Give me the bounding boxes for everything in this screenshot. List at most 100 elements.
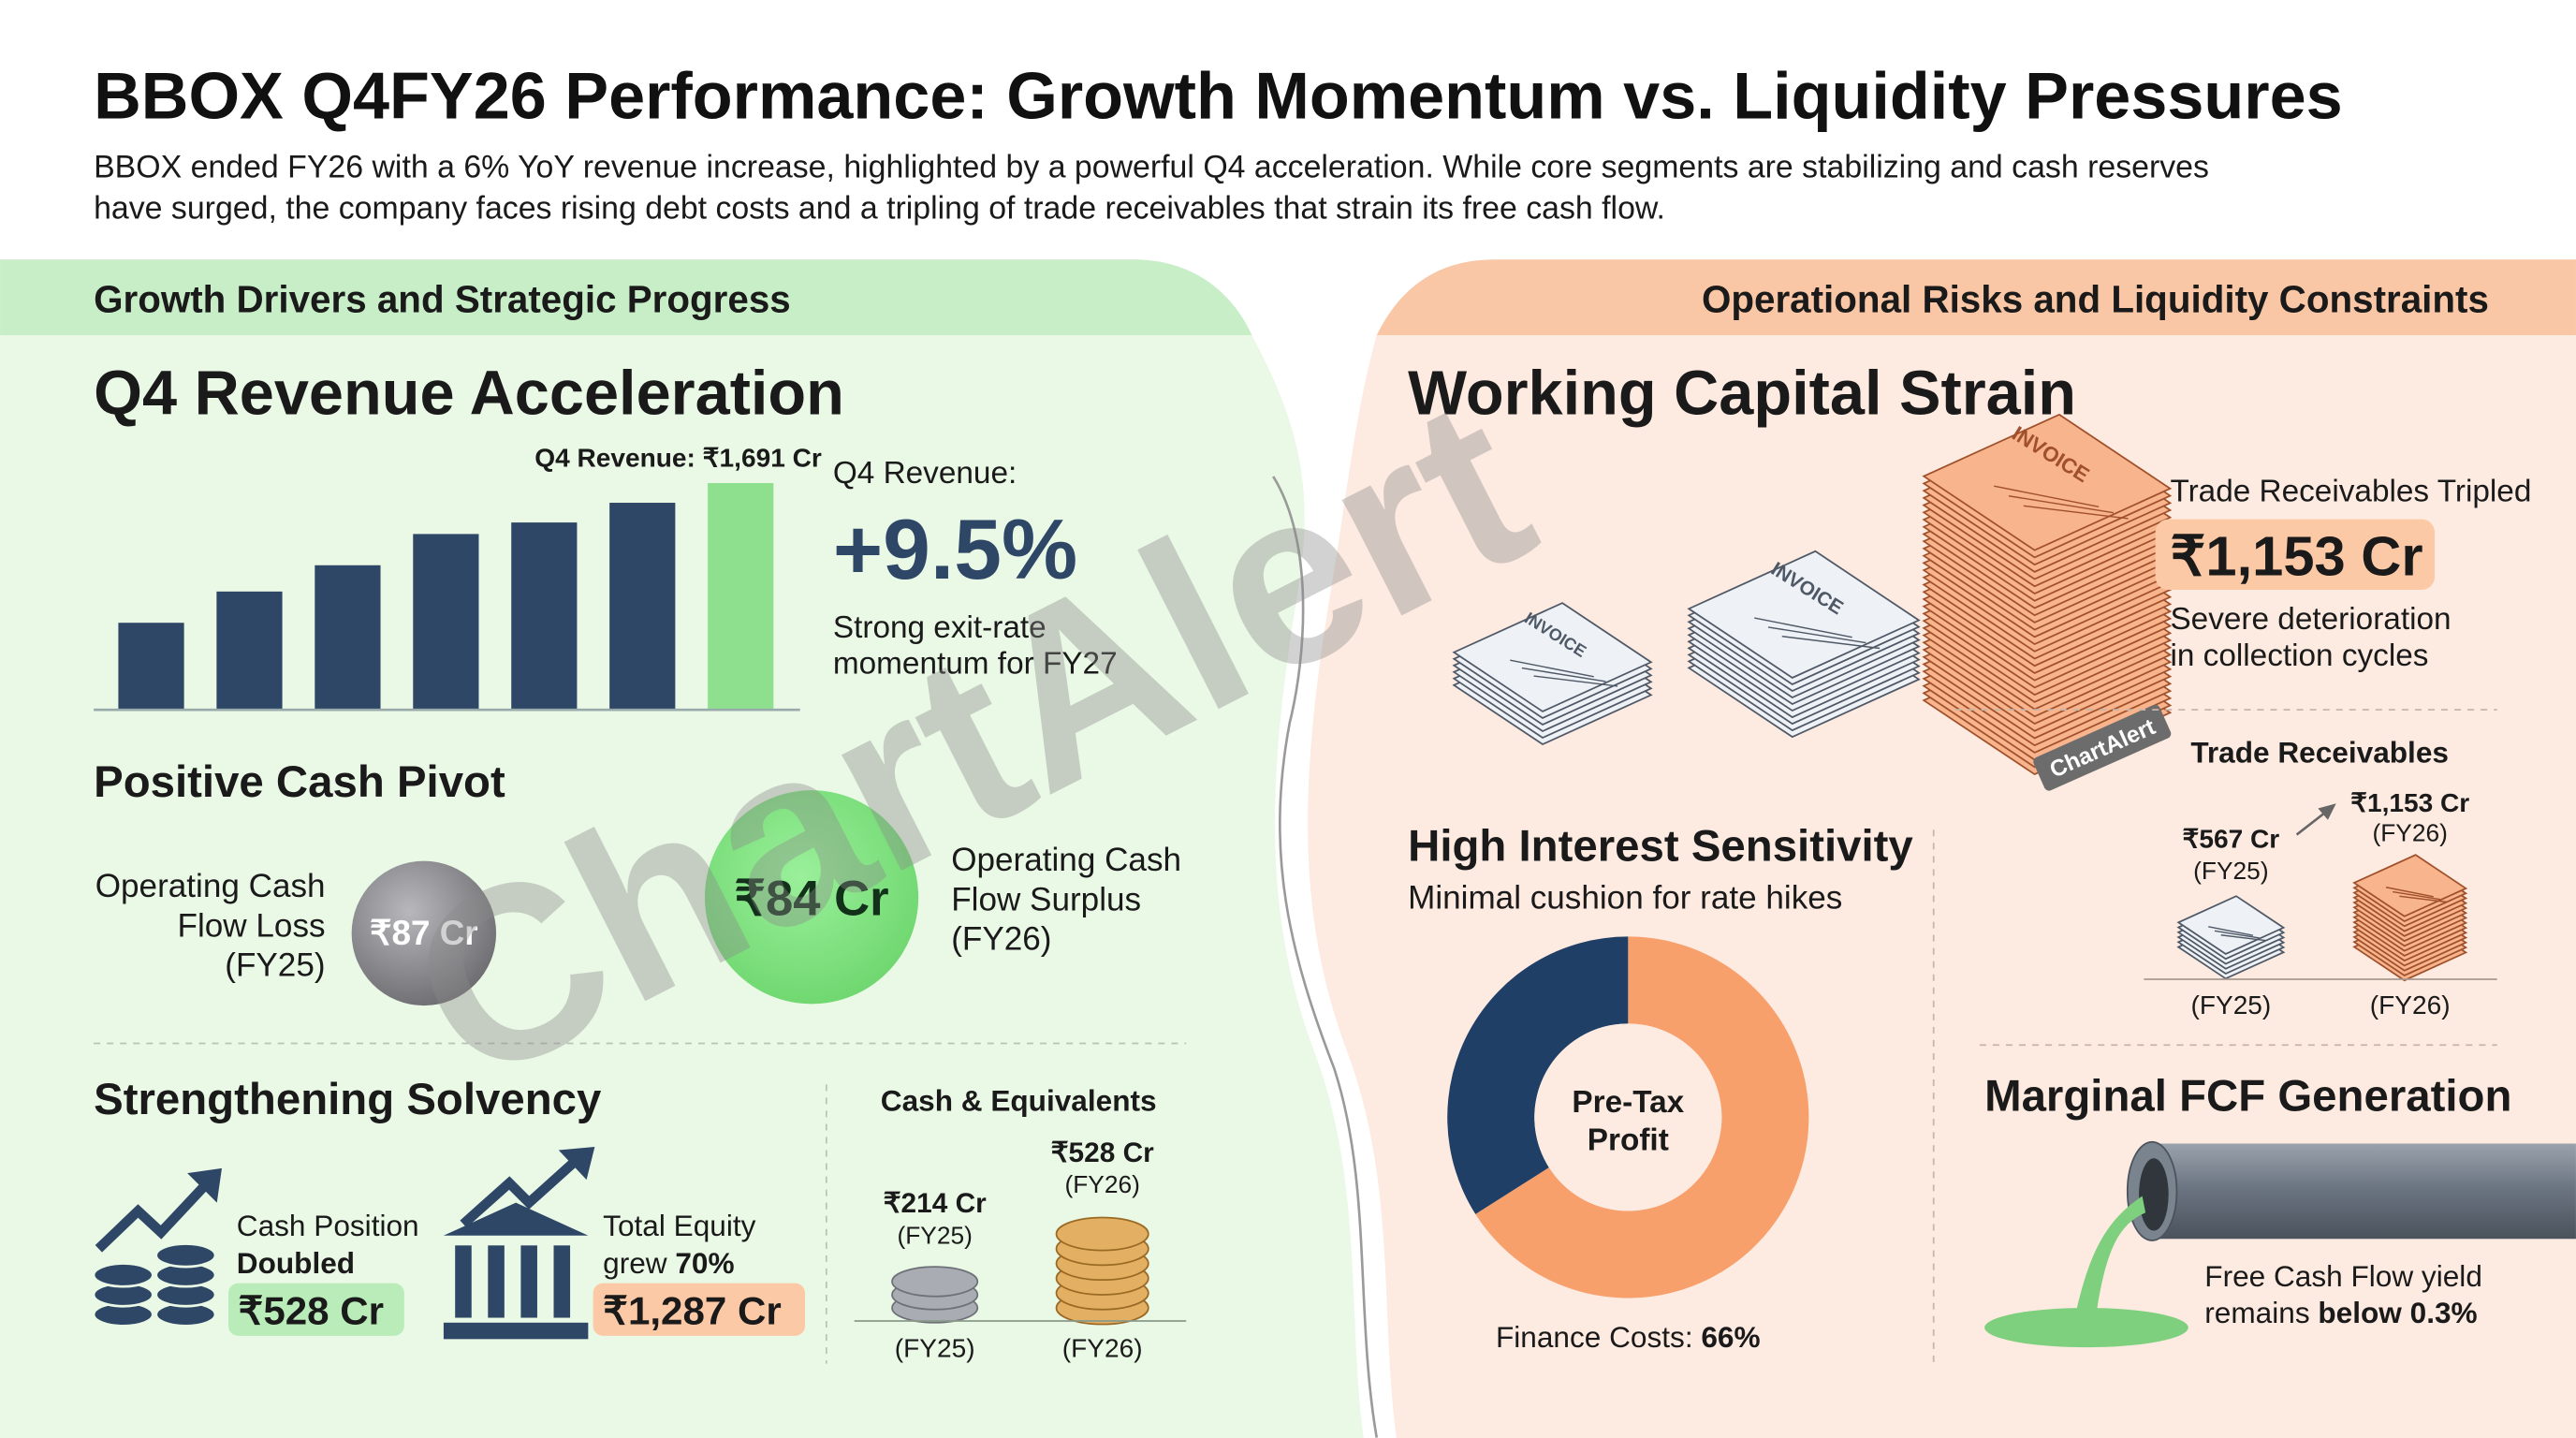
- value-box: [2155, 519, 2436, 591]
- kpi-label: Trade Receivables Tripled: [2170, 474, 2531, 508]
- pivot-label: Operating Cash: [95, 868, 326, 904]
- bar: [216, 591, 283, 711]
- bar: [413, 534, 479, 711]
- bar: [708, 482, 774, 711]
- kpi-value: +9.5%: [833, 502, 1077, 597]
- loss-value: ₹87 Cr: [370, 914, 478, 952]
- coin-icon: [154, 1242, 217, 1269]
- surplus-circle: [704, 790, 919, 1005]
- label-part: Finance Costs:: [1496, 1320, 1693, 1354]
- mini-title: Cash & Equivalents: [881, 1083, 1157, 1117]
- pivot-label: Operating Cash: [951, 842, 1181, 878]
- bar: [118, 623, 184, 711]
- donut-center-label: Profit: [1588, 1123, 1669, 1158]
- invoice-line: [1994, 485, 2100, 508]
- invoice-line: [1510, 659, 1594, 678]
- bar: [609, 503, 676, 711]
- invoice-line: [2399, 895, 2448, 903]
- value-box: [593, 1283, 806, 1336]
- donut-center-label: Pre-Tax: [1572, 1085, 1684, 1120]
- solvency-label: Doubled: [237, 1246, 355, 1280]
- label-part: 70%: [675, 1246, 734, 1280]
- section-subtitle: Minimal cushion for rate hikes: [1408, 880, 1842, 917]
- invoice-line: [2008, 495, 2115, 514]
- label-part: grew: [603, 1246, 675, 1280]
- section-heading: Q4 Revenue Acceleration: [94, 359, 844, 428]
- donut-segment: [1475, 936, 1809, 1299]
- trend-arrow-head: [558, 1147, 595, 1181]
- surplus-value: ₹84 Cr: [734, 872, 888, 927]
- solvency-value: ₹528 Cr: [239, 1289, 385, 1333]
- invoice-line: [2393, 890, 2441, 901]
- invoice-line: [1521, 667, 1606, 682]
- page-title: BBOX Q4FY26 Performance: Growth Momentum…: [94, 58, 2343, 132]
- trend-arrow: [95, 1176, 214, 1253]
- growth-arrow: [2295, 810, 2327, 836]
- subtitle-line: have surged, the company faces rising de…: [94, 190, 1665, 226]
- mini-axis-label: (FY26): [2370, 990, 2451, 1020]
- silver-coin: [891, 1266, 979, 1298]
- gold-coin: [1055, 1216, 1149, 1252]
- invoice-line: [1754, 617, 1852, 638]
- label-part: remains: [2204, 1296, 2318, 1329]
- fcf-label: Free Cash Flow yield: [2204, 1259, 2482, 1293]
- section-banner: Growth Drivers and Strategic Progress: [94, 277, 791, 320]
- bank-column: [455, 1245, 472, 1318]
- kpi-note: momentum for FY27: [833, 647, 1118, 682]
- trend-arrow-head: [187, 1167, 222, 1203]
- kpi-value: ₹1,153 Cr: [2170, 524, 2422, 587]
- mini-tag: (FY26): [1064, 1170, 1139, 1198]
- water-puddle: [1984, 1308, 2188, 1348]
- label-part: below 0.3%: [2318, 1296, 2477, 1329]
- mini-tag: (FY26): [2372, 819, 2447, 847]
- mini-axis-label: (FY26): [1062, 1334, 1143, 1363]
- stamp-box: [2033, 704, 2172, 791]
- kpi-label: Q4 Revenue:: [833, 456, 1017, 491]
- section-heading: Strengthening Solvency: [94, 1075, 602, 1124]
- donut-segment: [1447, 936, 1629, 1214]
- subtitle-line: BBOX ended FY26 with a 6% YoY revenue in…: [94, 150, 2209, 185]
- bank-column: [553, 1245, 571, 1318]
- kpi-note: Strong exit-rate: [833, 610, 1046, 645]
- mini-tag: (FY25): [897, 1222, 972, 1250]
- mini-value: ₹1,153 Cr: [2350, 788, 2469, 817]
- section-heading: Positive Cash Pivot: [94, 757, 505, 807]
- bank-base: [443, 1322, 589, 1340]
- trend-arrow: [460, 1154, 582, 1228]
- solvency-label: Total Equity: [603, 1209, 755, 1242]
- bar: [315, 565, 381, 711]
- donut-legend: Finance Costs: 66%: [1496, 1320, 1761, 1354]
- kpi-note: in collection cycles: [2170, 638, 2428, 673]
- water-stream: [2072, 1196, 2146, 1325]
- pivot-label: (FY26): [951, 920, 1051, 957]
- growth-arrow-head: [2318, 803, 2336, 820]
- mini-axis-label: (FY25): [895, 1334, 975, 1363]
- solvency-value: ₹1,287 Cr: [603, 1289, 782, 1333]
- mini-axis-label: (FY25): [2190, 990, 2271, 1020]
- invoice-line: [2208, 926, 2254, 936]
- invoice-line: [2220, 934, 2266, 942]
- right-banner: [1376, 259, 2576, 336]
- invoice-line: [2385, 887, 2434, 898]
- label-part: 66%: [1701, 1320, 1760, 1354]
- coin-icon: [92, 1262, 154, 1288]
- mini-value: ₹528 Cr: [1051, 1137, 1155, 1168]
- mini-title: Trade Receivables: [2190, 735, 2449, 769]
- loss-circle: [351, 860, 497, 1006]
- bank-roof: [443, 1202, 589, 1236]
- section-heading: Marginal FCF Generation: [1984, 1071, 2511, 1121]
- solvency-label: grew 70%: [603, 1246, 734, 1280]
- pivot-label: Flow Surplus: [951, 881, 1141, 917]
- solvency-label: Cash Position: [237, 1209, 419, 1242]
- value-label: Q4 Revenue: ₹1,691 Cr: [534, 443, 822, 472]
- invoice-line: [1767, 626, 1866, 644]
- divider-curve: [1272, 476, 1379, 1438]
- left-panel: [0, 259, 1364, 1438]
- value-box: [228, 1283, 404, 1336]
- invoice-line: [1533, 675, 1618, 687]
- invoice-line: [2214, 930, 2260, 939]
- kpi-note: Severe deterioration: [2170, 602, 2451, 637]
- bar: [511, 522, 578, 711]
